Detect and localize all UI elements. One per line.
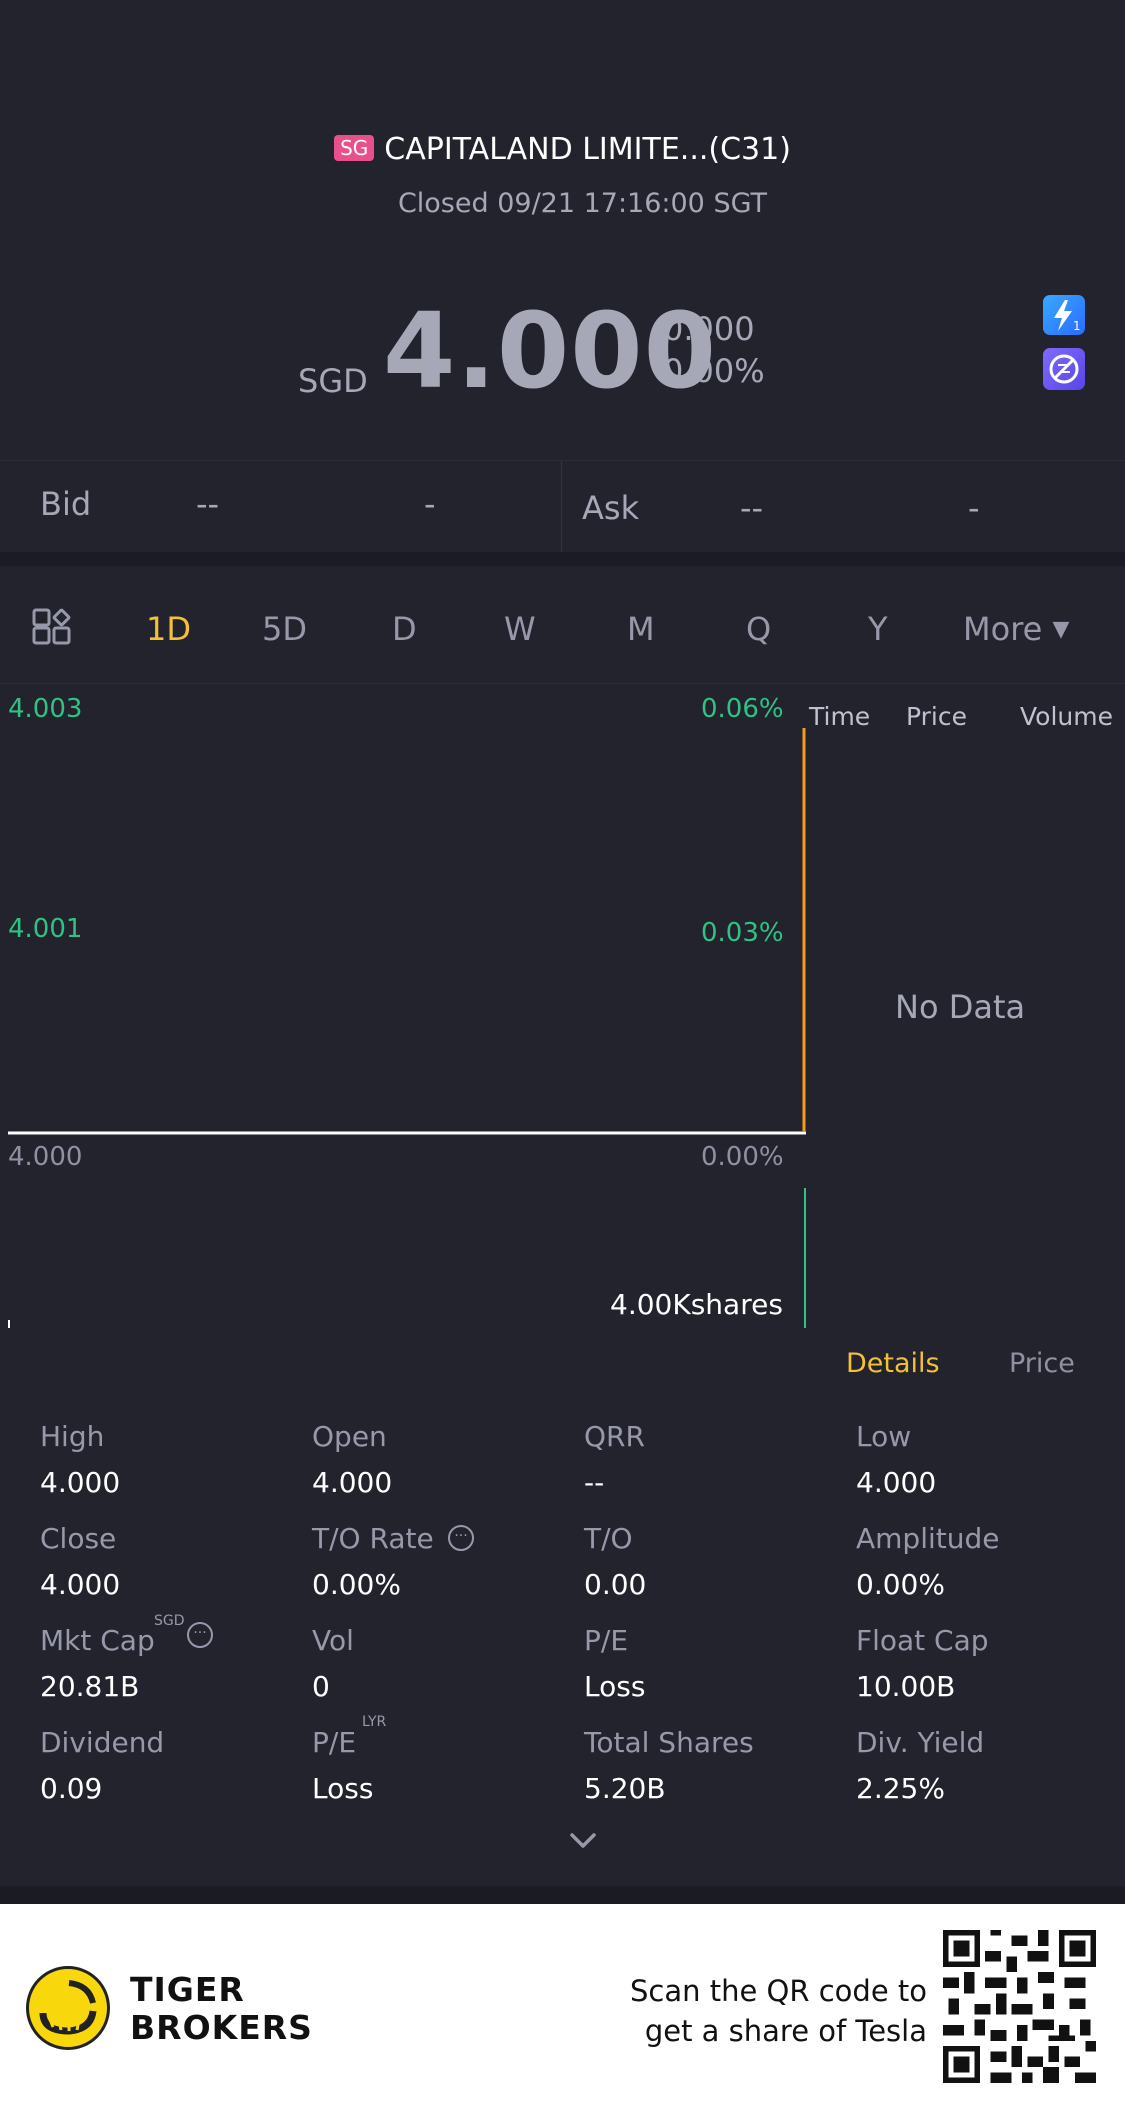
trades-header-time: Time: [809, 702, 871, 731]
mkt-cap-currency-sup: SGD: [154, 1613, 185, 1629]
stat-open-value: 4.000: [312, 1466, 393, 1499]
ask-size: -: [968, 489, 980, 527]
stat-float-cap-label: Float Cap: [856, 1624, 989, 1657]
stat-low-value: 4.000: [856, 1466, 937, 1499]
stat-div-yield-label: Div. Yield: [856, 1726, 985, 1759]
currency-label: SGD: [298, 362, 368, 400]
tab-1d[interactable]: 1D: [146, 610, 191, 648]
stat-dividend-value: 0.09: [40, 1772, 103, 1805]
bid-price: --: [196, 485, 220, 523]
stat-high-label: High: [40, 1420, 105, 1453]
tab-price[interactable]: Price: [1009, 1348, 1075, 1379]
tiger-logo-icon: [26, 1966, 110, 2050]
expand-chevron-icon[interactable]: [568, 1830, 598, 1852]
stat-vol-value: 0: [312, 1670, 330, 1703]
stat-pe-lyr-value: Loss: [312, 1772, 374, 1805]
bid-label: Bid: [40, 485, 92, 523]
market-badge: SG: [334, 135, 375, 161]
stat-close-label: Close: [40, 1522, 117, 1555]
market-status: Closed 09/21 17:16:00 SGT: [397, 188, 768, 219]
tab-w[interactable]: W: [504, 610, 536, 648]
stat-high-value: 4.000: [40, 1466, 121, 1499]
tab-d[interactable]: D: [392, 610, 417, 648]
y-axis-label-top: 4.003: [8, 694, 83, 724]
stat-pe-label: P/E: [584, 1624, 629, 1657]
stat-dividend-label: Dividend: [40, 1726, 165, 1759]
pct-axis-label-mid: 0.03%: [701, 918, 784, 948]
tab-details[interactable]: Details: [846, 1348, 940, 1379]
qr-code-icon[interactable]: [943, 1930, 1096, 2083]
stock-title: SG CAPITALAND LIMITE...(C31): [0, 132, 1125, 167]
stat-total-shares-value: 5.20B: [584, 1772, 666, 1805]
y-axis-label-mid: 4.001: [8, 914, 83, 944]
promo-footer: TIGER BROKERS Scan the QR code to get a …: [0, 1904, 1125, 2115]
stat-low-label: Low: [856, 1420, 912, 1453]
trades-header-price: Price: [906, 702, 967, 731]
stat-div-yield-value: 2.25%: [856, 1772, 945, 1805]
pe-lyr-sup: LYR: [362, 1714, 387, 1730]
pct-axis-label-base: 0.00%: [701, 1142, 784, 1172]
ask-label: Ask: [582, 489, 640, 527]
price-change: 0.000: [663, 310, 755, 348]
tab-5d[interactable]: 5D: [262, 610, 307, 648]
tab-q[interactable]: Q: [746, 610, 772, 648]
bid-ask-divider: [561, 461, 562, 554]
svg-text:1: 1: [1073, 319, 1081, 333]
promo-text-line2: get a share of Tesla: [644, 2014, 927, 2048]
stat-qrr-value: --: [584, 1466, 605, 1499]
caret-down-icon: ▼: [1052, 617, 1070, 642]
tab-y[interactable]: Y: [868, 610, 888, 648]
tab-more[interactable]: More ▼: [963, 610, 1069, 648]
promo-text-line1: Scan the QR code to: [630, 1974, 927, 2008]
stat-float-cap-value: 10.00B: [856, 1670, 956, 1703]
no-data-message: No Data: [895, 988, 1026, 1026]
stat-mkt-cap-label: Mkt Cap: [40, 1624, 155, 1657]
stat-to-value: 0.00: [584, 1568, 647, 1601]
last-price: 4.000: [383, 290, 717, 412]
stat-to-label: T/O: [584, 1522, 633, 1555]
ask-price: --: [740, 489, 764, 527]
stat-to-rate-label: T/O Rate: [312, 1522, 434, 1555]
price-change-pct: 0.00%: [663, 352, 765, 390]
stat-to-rate-value: 0.00%: [312, 1568, 401, 1601]
stat-total-shares-label: Total Shares: [584, 1726, 754, 1759]
layout-grid-icon[interactable]: [32, 608, 72, 648]
stat-close-value: 4.000: [40, 1568, 121, 1601]
tab-m[interactable]: M: [627, 610, 655, 648]
no-short-icon[interactable]: [1043, 348, 1085, 390]
brand-name-line2: BROKERS: [130, 2008, 313, 2047]
stat-open-label: Open: [312, 1420, 387, 1453]
bid-size: -: [424, 485, 436, 523]
bid-ask-bar: Bid -- - Ask -- -: [0, 460, 1125, 554]
to-rate-info-icon[interactable]: ···: [448, 1525, 474, 1551]
pct-axis-label-top: 0.06%: [701, 694, 784, 724]
trades-header-volume: Volume: [1020, 702, 1113, 731]
volume-label: 4.00Kshares: [610, 1288, 783, 1321]
mkt-cap-info-icon[interactable]: ···: [187, 1622, 213, 1648]
stat-qrr-label: QRR: [584, 1420, 645, 1453]
stat-pe-lyr-label: P/E: [312, 1726, 357, 1759]
period-tabs: 1D 5D D W M Q Y More ▼: [0, 566, 1125, 684]
stat-pe-value: Loss: [584, 1670, 646, 1703]
footer-separator: [0, 1886, 1125, 1904]
y-axis-label-base: 4.000: [8, 1142, 83, 1172]
stat-amplitude-label: Amplitude: [856, 1522, 1000, 1555]
lightning-icon[interactable]: 1: [1043, 295, 1085, 335]
stock-name: CAPITALAND LIMITE...(C31): [384, 132, 791, 167]
intraday-chart[interactable]: [0, 700, 810, 1340]
section-separator: [0, 552, 1125, 566]
stat-amplitude-value: 0.00%: [856, 1568, 945, 1601]
brand-name-line1: TIGER: [130, 1970, 245, 2009]
more-label: More: [963, 610, 1043, 648]
stat-mkt-cap-value: 20.81B: [40, 1670, 140, 1703]
stat-vol-label: Vol: [312, 1624, 354, 1657]
